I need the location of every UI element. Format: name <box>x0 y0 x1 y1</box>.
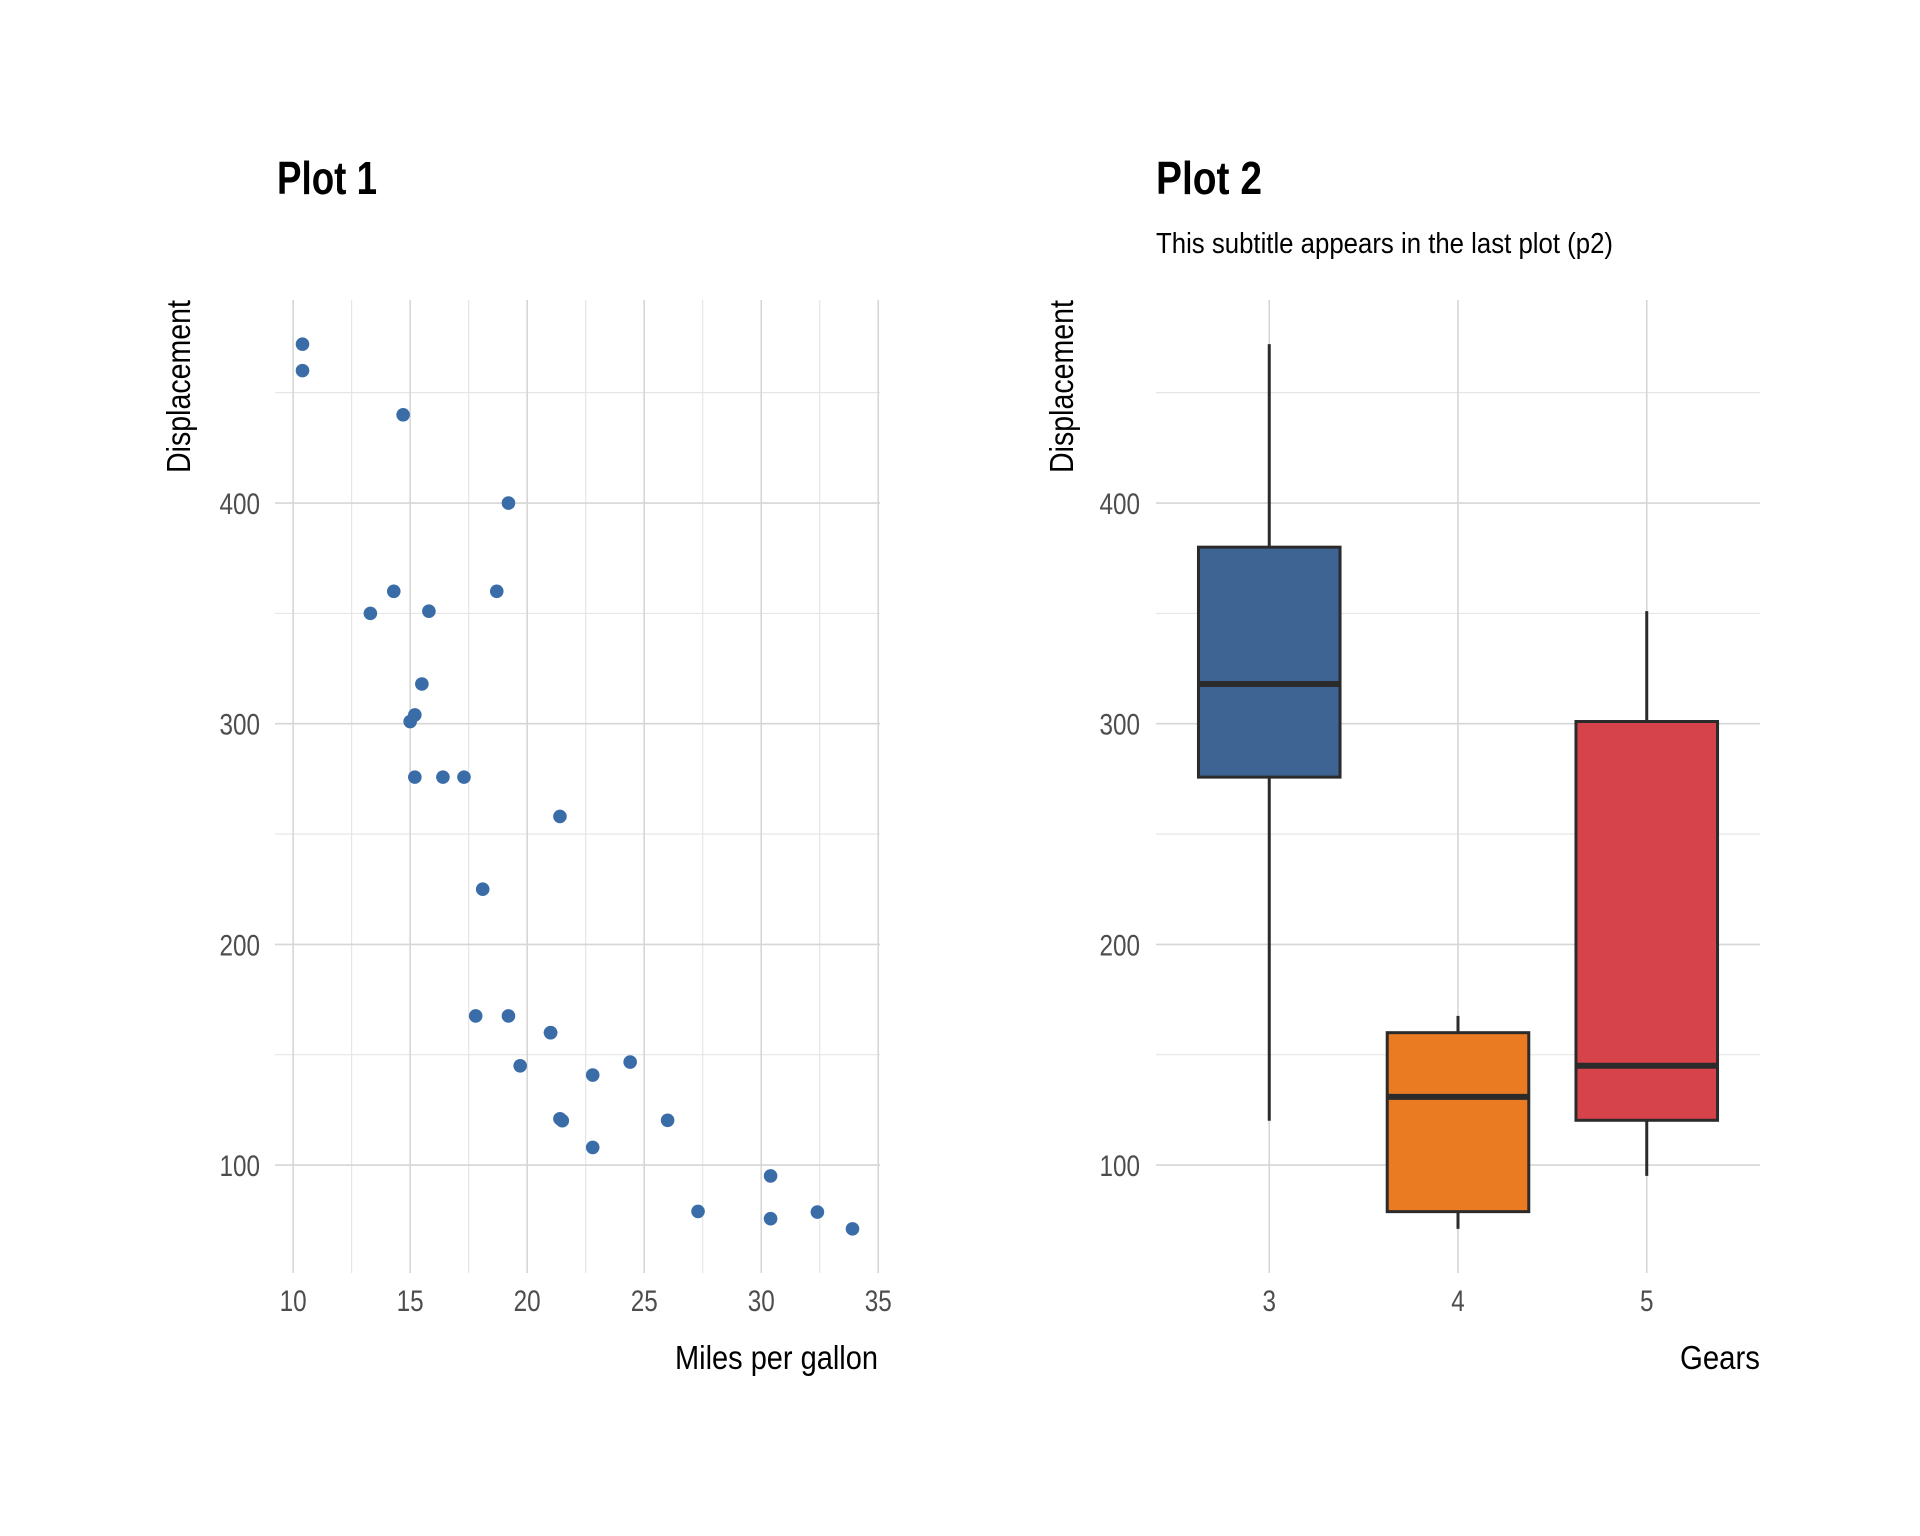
x-tick-label: 15 <box>397 1285 424 1318</box>
x-tick-label: 5 <box>1640 1285 1654 1318</box>
data-point <box>295 363 310 378</box>
plot-1: Plot 1 100 200 300 400 10 15 20 25 30 35 Miles p… <box>160 152 892 1376</box>
plot-2-title: Plot 2 <box>1156 152 1262 204</box>
box-iqr <box>1574 720 1720 1122</box>
plot-2-subtitle: This subtitle appears in the last plot (… <box>1156 228 1613 260</box>
data-point <box>585 1140 600 1155</box>
data-point <box>691 1204 705 1219</box>
box-gear-4 <box>1385 1015 1531 1229</box>
plot-2: Plot 2 This subtitle appears in the last… <box>1043 152 1760 1376</box>
plot-1-gridlines <box>275 300 880 1273</box>
y-tick-label: 200 <box>220 929 261 962</box>
plot-1-x-tick-labels: 10 15 20 25 30 35 <box>280 1285 892 1318</box>
x-tick-label: 35 <box>865 1285 892 1318</box>
plot-1-title: Plot 1 <box>277 152 377 204</box>
data-point <box>810 1205 825 1219</box>
x-tick-label: 10 <box>280 1285 307 1318</box>
plot-1-y-tick-labels: 100 200 300 400 <box>220 488 261 1183</box>
data-point <box>553 1111 567 1126</box>
data-point <box>457 770 471 784</box>
data-point <box>363 606 378 621</box>
x-tick-label: 30 <box>748 1285 775 1318</box>
data-point <box>295 337 310 351</box>
data-point <box>660 1113 675 1128</box>
data-point <box>763 1211 778 1226</box>
box-iqr <box>1196 545 1342 779</box>
data-point <box>475 882 490 897</box>
data-point <box>501 496 516 510</box>
x-tick-label: 3 <box>1263 1285 1277 1318</box>
y-tick-label: 100 <box>220 1150 261 1183</box>
y-tick-label: 100 <box>1100 1150 1141 1183</box>
data-point <box>763 1169 778 1183</box>
data-point <box>396 407 410 422</box>
data-point <box>422 604 436 618</box>
plot-2-y-axis-title: Displacement <box>1043 300 1080 473</box>
y-tick-label: 400 <box>1100 488 1141 521</box>
data-point <box>845 1222 860 1236</box>
data-point <box>489 584 504 599</box>
plot-1-x-axis-title: Miles per gallon <box>675 1339 878 1376</box>
plot-2-y-tick-labels: 100 200 300 400 <box>1100 488 1141 1183</box>
data-point <box>585 1068 600 1082</box>
data-point <box>623 1055 637 1069</box>
data-point <box>553 809 567 824</box>
x-tick-label: 20 <box>514 1285 541 1318</box>
data-point <box>543 1025 558 1040</box>
x-tick-label: 4 <box>1451 1285 1465 1318</box>
y-tick-label: 200 <box>1100 929 1141 962</box>
plot-1-y-axis-title: Displacement <box>160 300 197 473</box>
plot-1-points <box>295 337 860 1236</box>
plot-2-boxes <box>1196 344 1720 1229</box>
data-point <box>408 770 422 784</box>
plot-2-x-tick-labels: 3 4 5 <box>1263 1285 1654 1318</box>
y-tick-label: 300 <box>220 709 261 742</box>
plot-2-x-axis-title: Gears <box>1680 1339 1760 1376</box>
y-tick-label: 300 <box>1100 709 1141 742</box>
y-tick-label: 400 <box>220 488 261 521</box>
data-point <box>415 677 429 691</box>
data-point <box>513 1058 527 1073</box>
box-iqr <box>1385 1031 1531 1214</box>
box-gear-5 <box>1574 611 1720 1176</box>
data-point <box>386 584 401 599</box>
box-gear-3 <box>1196 344 1342 1121</box>
data-point <box>501 1009 516 1023</box>
data-point <box>403 714 417 729</box>
data-point <box>436 770 450 784</box>
data-point <box>468 1009 483 1023</box>
x-tick-label: 25 <box>631 1285 658 1318</box>
